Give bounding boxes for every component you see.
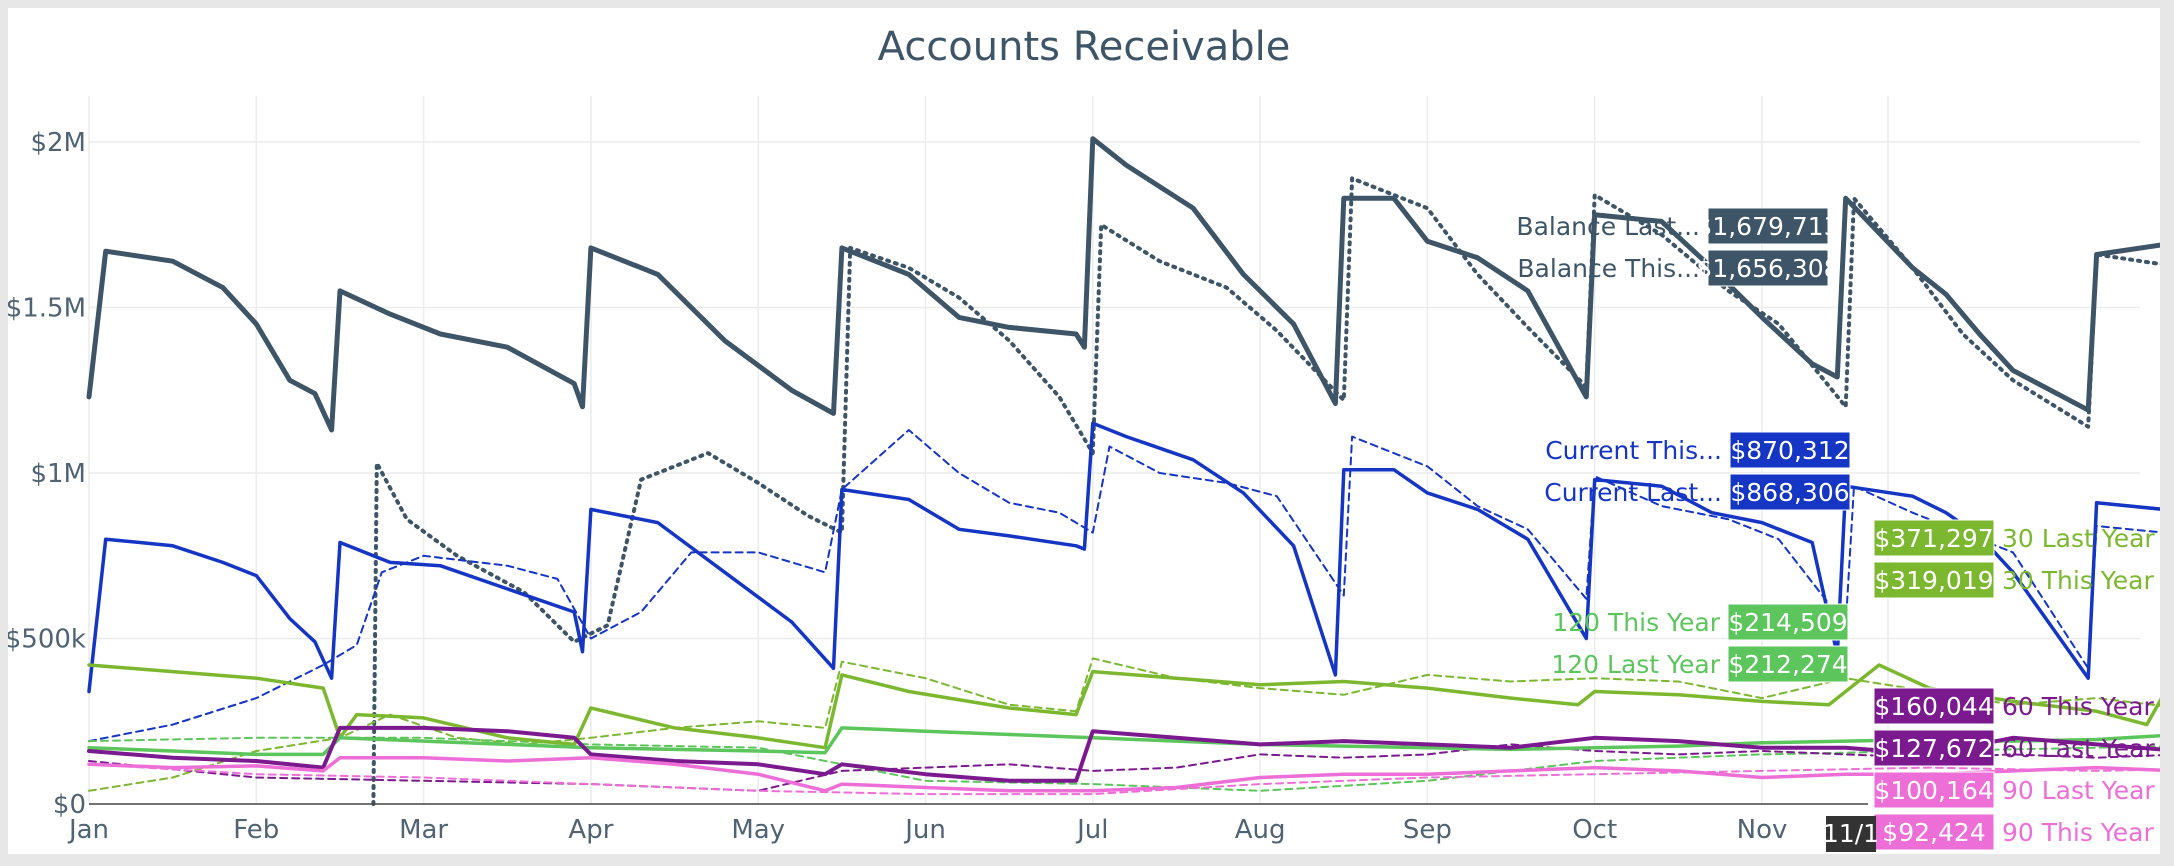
chart-title: Accounts Receivable (878, 24, 1291, 70)
x-tick-label: Feb (233, 815, 279, 845)
hover-label-box (1727, 603, 1849, 641)
hover-label-box (1727, 645, 1849, 683)
hover-label-value: $212,274 (1728, 650, 1847, 679)
hover-label-value: $127,672 (1874, 734, 1993, 763)
series-lines (86, 136, 2160, 806)
series-line-balance-this-year[interactable] (86, 136, 2160, 433)
x-tick-label: Jan (67, 815, 109, 845)
hover-label-box (1873, 771, 1995, 809)
series-line-30-this-year[interactable] (87, 663, 2160, 750)
hover-label-text: Current Last... (1544, 478, 1722, 507)
hover-label-value: $160,044 (1874, 692, 1993, 721)
series-line-balance-last-year[interactable] (371, 176, 2160, 806)
hover-date-badge: 11/1 (1823, 816, 1879, 852)
hover-label-box (1873, 561, 1995, 599)
hover-label-box (1873, 687, 1995, 725)
hover-label-value: $870,312 (1730, 436, 1849, 465)
gridlines (88, 96, 2140, 804)
hover-label-box (1707, 207, 1829, 245)
hover-label-text: 60 This Year (2002, 692, 2154, 721)
x-tick-label: Jul (1075, 815, 1108, 845)
hover-label-text: 90 This Year (2002, 818, 2154, 847)
hover-label: $868,306 Current Last... (1544, 473, 1851, 511)
hover-label-box (1873, 729, 1995, 767)
series-line-60-this-year[interactable] (87, 725, 2160, 783)
hover-date-bg (1826, 816, 1876, 852)
hover-label-text: Balance Last... (1516, 212, 1700, 241)
y-tick-label: $1.5M (8, 294, 86, 324)
hover-label-value: $868,306 (1730, 478, 1849, 507)
y-tick-label: $2M (30, 128, 86, 158)
series-line-current-last-year[interactable] (88, 429, 2160, 743)
series-line-30-last-year[interactable] (88, 657, 2160, 792)
hover-label-box (1729, 473, 1851, 511)
hover-label-text: Balance This... (1517, 254, 1700, 283)
hover-label: $214,509 120 This Year (1552, 603, 1849, 641)
hover-label-box (1873, 519, 1995, 557)
hover-label-text: 90 Last Year (2002, 776, 2155, 805)
hover-label-value: $1,656,308 (1696, 254, 1839, 283)
hover-label: $371,297 30 Last Year (1873, 519, 2155, 557)
x-tick-label: Sep (1403, 815, 1452, 845)
series-line-60-last-year[interactable] (88, 743, 2160, 792)
x-tick-label: Aug (1235, 815, 1286, 845)
hover-label-value: $1,679,713 (1696, 212, 1839, 241)
hover-label-value: $371,297 (1874, 524, 1993, 553)
x-tick-label: May (731, 815, 785, 845)
series-line-120-last-year[interactable] (88, 734, 2160, 792)
y-tick-label: $0 (53, 790, 86, 820)
x-tick-label: Nov (1737, 815, 1788, 845)
chart-panel: Accounts Receivable $0 $500k $1M $1.5M $2M J… (8, 8, 2160, 854)
y-axis-ticks: $0 $500k $1M $1.5M $2M (8, 128, 86, 820)
hover-label: $160,044 60 This Year (1873, 687, 2154, 725)
hover-label: $127,672 60 Last Year (1873, 729, 2155, 767)
hover-label-value: $92,424 (1882, 818, 1985, 847)
hover-label-value: $319,019 (1874, 566, 1993, 595)
series-line-current-this-year[interactable] (87, 421, 2160, 694)
hover-label: $212,274 120 Last Year (1551, 645, 1849, 683)
x-tick-label: Jun (903, 815, 946, 845)
hover-label-value: $100,164 (1874, 776, 1993, 805)
hover-label: $92,424 90 This Year (1873, 813, 2154, 851)
x-tick-label: Oct (1572, 815, 1617, 845)
x-tick-label: Mar (399, 815, 448, 845)
series-line-120-this-year[interactable] (87, 726, 2160, 757)
hover-label-text: 120 Last Year (1551, 650, 1720, 679)
y-tick-label: $500k (8, 625, 86, 655)
hover-label-text: 30 This Year (2002, 566, 2154, 595)
hover-label-box (1729, 431, 1851, 469)
hover-label-text: 60 Last Year (2002, 734, 2155, 763)
hover-label: $870,312 Current This... (1545, 431, 1851, 469)
hover-label: $100,164 90 Last Year (1873, 771, 2155, 809)
accounts-receivable-chart[interactable]: Accounts Receivable $0 $500k $1M $1.5M $2M J… (8, 8, 2160, 854)
hover-label-text: 30 Last Year (2002, 524, 2155, 553)
hover-label-text: Current This... (1545, 436, 1722, 465)
hover-label-value: $214,509 (1728, 608, 1847, 637)
hover-date-text: 11/1 (1823, 819, 1879, 848)
x-tick-label: Apr (568, 815, 613, 845)
hover-label: $319,019 30 This Year (1873, 561, 2154, 599)
series-line-90-this-year[interactable] (87, 755, 2160, 793)
y-tick-label: $1M (30, 459, 86, 489)
hover-label-text: 120 This Year (1552, 608, 1720, 637)
x-axis-ticks: Jan Feb Mar Apr May Jun Jul Aug Sep Oct Nov (67, 815, 1787, 845)
hover-label-box (1707, 249, 1829, 287)
